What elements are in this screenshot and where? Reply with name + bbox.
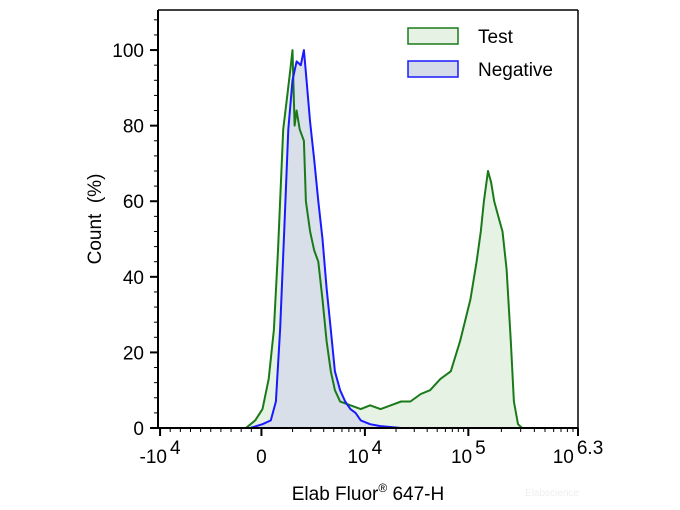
legend-label-test: Test (478, 27, 514, 48)
x-tick-label: 10 5 (451, 438, 486, 468)
y-axis-title: Count (%) (85, 174, 106, 265)
y-tick-label: 80 (123, 117, 144, 138)
y-tick-label: 0 (133, 419, 144, 440)
x-axis-title-suffix: 647-H (387, 484, 444, 505)
y-tick-label: 100 (112, 41, 144, 62)
x-tick-label: -10 4 (140, 438, 181, 468)
legend-swatch-test (407, 27, 459, 45)
y-tick-label: 60 (123, 192, 144, 213)
y-tick-label: 40 (123, 268, 144, 289)
series-line-negative (249, 49, 402, 429)
x-tick-label: 10 6.3 (553, 438, 604, 468)
x-axis-title: Elab Fluor® 647-H (292, 481, 444, 505)
x-tick-label: 10 4 (348, 438, 383, 468)
x-axis-title-main: Elab Fluor (292, 484, 379, 505)
legend-label-negative: Negative (478, 60, 553, 81)
series-line-test (245, 49, 523, 429)
y-tick-label: 20 (123, 343, 144, 364)
axes (157, 9, 579, 429)
x-tick-label: 0 (256, 447, 267, 468)
watermark: Elabscience (525, 488, 579, 499)
x-axis-title-sup: ® (378, 481, 387, 495)
legend-swatch-negative (407, 60, 459, 78)
legend: Test Negative (407, 27, 553, 81)
